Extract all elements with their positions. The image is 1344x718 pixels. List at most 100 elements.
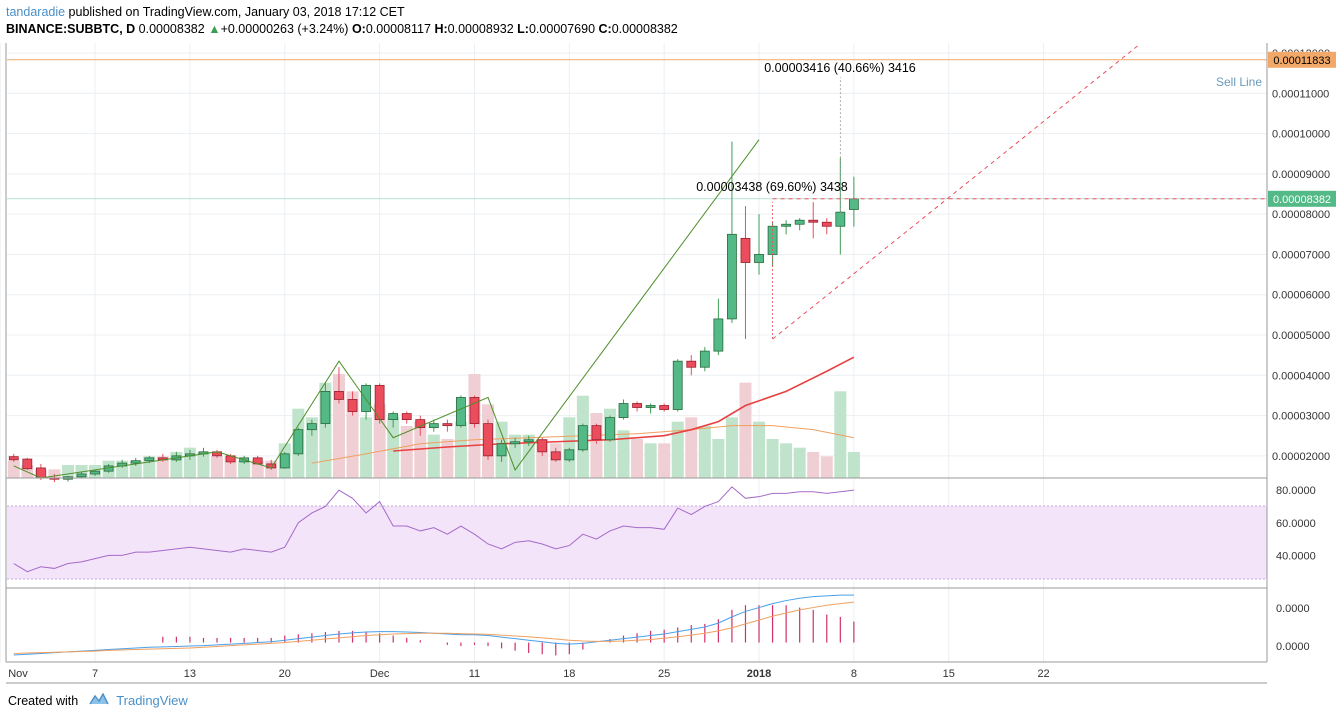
close-value: 0.00008382	[138, 22, 205, 36]
candle-body	[90, 470, 100, 475]
candle-body	[334, 391, 344, 400]
x-tick-label: 20	[279, 668, 291, 680]
volume-bar	[387, 417, 400, 478]
y-tick-label: 0.00002000	[1272, 451, 1330, 463]
close-value-legend: 0.00008382	[611, 22, 678, 36]
y-tick-label: 0.00006000	[1272, 290, 1330, 302]
pane-frame	[5, 43, 1268, 684]
drawings	[7, 43, 1267, 479]
candle-body	[727, 233, 737, 320]
candle-body	[279, 453, 290, 469]
volume-bar	[400, 426, 413, 478]
tradingview-brand-link[interactable]: TradingView	[116, 693, 188, 708]
candle-body	[456, 397, 466, 427]
volume-bar	[807, 452, 820, 478]
candle-body	[740, 237, 751, 263]
volume-bar	[197, 452, 210, 478]
candle-body	[22, 458, 33, 470]
candle-body	[550, 451, 561, 461]
measure-annotation-2: 0.00003438 (69.60%) 3438	[696, 180, 848, 194]
volume-bar	[820, 456, 833, 478]
low-label: L:	[517, 22, 529, 36]
candle-body	[577, 425, 588, 451]
volume-bar	[698, 426, 711, 478]
chart-labels: 0.00011833 0.00008382 Sell Line 0.00003416 …	[696, 51, 1336, 207]
candle-body	[672, 360, 683, 410]
volume-bar	[617, 430, 630, 478]
sell-line-label: Sell Line	[1216, 75, 1262, 89]
volume-bar	[238, 460, 251, 478]
high-value: 0.00008932	[447, 22, 514, 36]
candle-body	[469, 397, 480, 425]
volume-bar	[753, 421, 766, 478]
volume-bar	[7, 460, 20, 478]
candle-body	[496, 443, 507, 457]
x-tick-label: 11	[469, 668, 480, 680]
sell-price-value: 0.00011833	[1273, 55, 1330, 67]
volume-bar	[725, 417, 738, 478]
volume-bar	[847, 452, 860, 478]
candle-body	[713, 318, 724, 352]
volume-bar	[563, 417, 576, 478]
candle-body	[523, 439, 534, 443]
volume-bar	[522, 434, 535, 478]
sell-price-tag	[1268, 51, 1336, 68]
candle-body	[144, 457, 155, 462]
volume-bar	[441, 439, 454, 478]
y-tick-label: 0.00004000	[1272, 370, 1330, 382]
open-label: O:	[351, 22, 366, 36]
candle-body	[537, 439, 548, 453]
volume-bar	[454, 421, 467, 478]
candle-body	[442, 423, 453, 427]
footer: Created with TradingView	[8, 692, 188, 710]
candles	[8, 141, 859, 483]
volume-bar	[685, 417, 698, 478]
current-price-value: 0.00008382	[1273, 194, 1331, 206]
y-tick-label: 0.00005000	[1272, 330, 1330, 342]
volume-bar	[427, 434, 440, 478]
measure-annotation-1: 0.00003416 (40.66%) 3416	[764, 61, 916, 75]
publish-info: tandaradie published on TradingView.com,…	[6, 4, 405, 20]
volume-bar	[251, 460, 264, 478]
candle-body	[794, 219, 805, 225]
candle-body	[361, 384, 371, 412]
rsi-tick-label: 40.0000	[1276, 550, 1316, 562]
author-link[interactable]: tandaradie	[6, 5, 66, 19]
candle-body	[645, 405, 656, 408]
volume-bar	[780, 443, 793, 478]
volume-bar	[332, 374, 345, 478]
candle-body	[564, 449, 575, 461]
candle-body	[808, 219, 819, 223]
open-value: 0.00008117	[365, 22, 431, 36]
close-label: C:	[598, 22, 612, 36]
change-arrow-icon: ▲	[208, 22, 221, 36]
candle-body	[835, 211, 846, 227]
x-tick-label: 8	[851, 668, 857, 680]
y-tick-label: 0.00008000	[1272, 209, 1330, 221]
volume-bar	[414, 421, 427, 478]
y-tick-label: 0.00011000	[1272, 88, 1329, 100]
indicators	[13, 486, 855, 656]
candle-body	[510, 441, 521, 445]
candle-body	[821, 221, 832, 227]
candle-body	[618, 403, 629, 418]
support-trend-line	[772, 43, 1141, 340]
current-price-tag	[1268, 190, 1336, 207]
rsi-line	[13, 486, 854, 573]
candle-body	[415, 419, 426, 429]
candle-body	[388, 413, 399, 420]
candle-body	[76, 473, 87, 478]
volume-bar	[590, 413, 603, 478]
symbol-label: BINANCE:SUBBTC, D	[6, 22, 136, 36]
volume-bar	[712, 439, 725, 478]
volume-bar	[644, 443, 657, 478]
macd-tick-label: 0.0000	[1276, 603, 1310, 615]
candle-body	[401, 413, 412, 420]
y-tick-label: 0.00003000	[1272, 411, 1330, 423]
rsi-tick-label: 60.0000	[1276, 518, 1316, 530]
candle-body	[320, 391, 331, 425]
candle-body	[293, 429, 304, 455]
zigzag-line	[13, 139, 760, 479]
low-value: 0.00007690	[528, 22, 596, 36]
